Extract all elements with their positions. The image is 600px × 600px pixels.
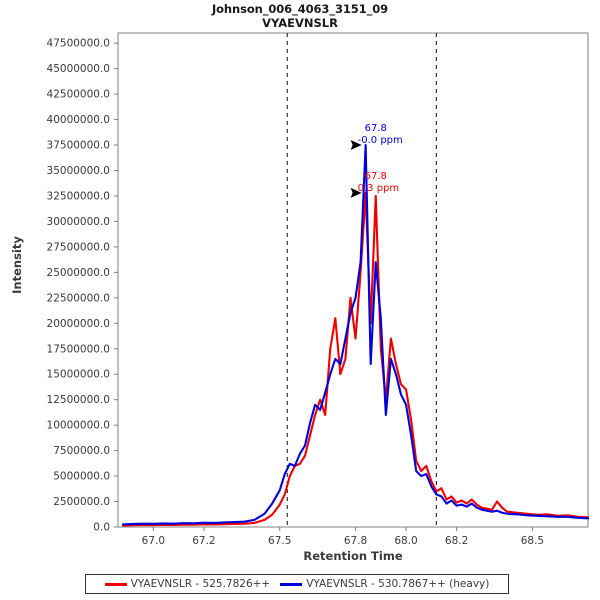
series-line-heavy[interactable] bbox=[122, 143, 590, 526]
y-tick-label: 47500000.0 bbox=[47, 38, 110, 50]
y-tick-label: 22500000.0 bbox=[47, 292, 110, 304]
y-tick-label: 20000000.0 bbox=[47, 318, 110, 330]
x-axis-label: Retention Time bbox=[303, 549, 403, 563]
y-tick-label: 7500000.0 bbox=[53, 445, 110, 457]
y-tick-label: 27500000.0 bbox=[47, 241, 110, 253]
y-tick-label: 17500000.0 bbox=[47, 343, 110, 355]
x-tick-label: 67.8 bbox=[344, 535, 367, 547]
y-tick-label: 42500000.0 bbox=[47, 89, 110, 101]
legend: VYAEVNSLR - 525.7826++ VYAEVNSLR - 530.7… bbox=[85, 574, 509, 594]
plot-frame bbox=[117, 32, 589, 528]
legend-item-light[interactable]: VYAEVNSLR - 525.7826++ bbox=[100, 578, 276, 590]
annotation-arrow-icon bbox=[350, 140, 362, 151]
legend-swatch-heavy-icon bbox=[280, 582, 303, 586]
x-tick-label: 67.0 bbox=[142, 535, 165, 547]
y-tick-label: 40000000.0 bbox=[47, 114, 110, 126]
annotation-rt-label: 67.8 bbox=[365, 123, 387, 134]
y-tick-label: 0.0 bbox=[93, 522, 110, 534]
legend-swatch-light-icon bbox=[104, 582, 127, 586]
y-tick-label: 15000000.0 bbox=[47, 369, 110, 381]
legend-label-light: VYAEVNSLR - 525.7826++ bbox=[130, 578, 271, 590]
legend-item-heavy[interactable]: VYAEVNSLR - 530.7867++ (heavy) bbox=[275, 578, 494, 590]
y-tick-label: 45000000.0 bbox=[47, 63, 110, 75]
y-tick-label: 25000000.0 bbox=[47, 267, 110, 279]
series-line-light[interactable] bbox=[122, 191, 590, 527]
plot-area[interactable]: 0.0 2500000.0 5000000.0 7500000.0 10000000.0… bbox=[0, 0, 600, 570]
annotation-arrow-icon bbox=[350, 187, 362, 198]
y-tick-label: 37500000.0 bbox=[47, 140, 110, 152]
y-tick-label: 2500000.0 bbox=[53, 496, 110, 508]
page-title: Johnson_006_4063_3151_09 bbox=[211, 2, 389, 16]
title-block: Johnson_006_4063_3151_09 VYAEVNSLR bbox=[0, 2, 600, 30]
legend-label-heavy: VYAEVNSLR - 530.7867++ (heavy) bbox=[306, 578, 490, 590]
x-tick-label: 67.2 bbox=[192, 535, 215, 547]
y-tick-label: 12500000.0 bbox=[47, 394, 110, 406]
y-tick-label: 30000000.0 bbox=[47, 216, 110, 228]
annotation-ppm-label: -0.0 ppm bbox=[358, 135, 403, 146]
y-tick-label: 35000000.0 bbox=[47, 165, 110, 177]
annotation-rt-label: 67.8 bbox=[365, 171, 387, 182]
x-tick-label: 68.0 bbox=[394, 535, 417, 547]
x-tick-label: 67.5 bbox=[268, 535, 291, 547]
annotation-ppm-label: 0.3 ppm bbox=[358, 183, 400, 194]
x-tick-label: 68.2 bbox=[445, 535, 468, 547]
y-tick-label: 5000000.0 bbox=[53, 471, 110, 483]
chart-subtitle: VYAEVNSLR bbox=[262, 16, 338, 30]
x-tick-label: 68.5 bbox=[521, 535, 544, 547]
y-tick-label: 32500000.0 bbox=[47, 190, 110, 202]
y-tick-label: 10000000.0 bbox=[47, 420, 110, 432]
